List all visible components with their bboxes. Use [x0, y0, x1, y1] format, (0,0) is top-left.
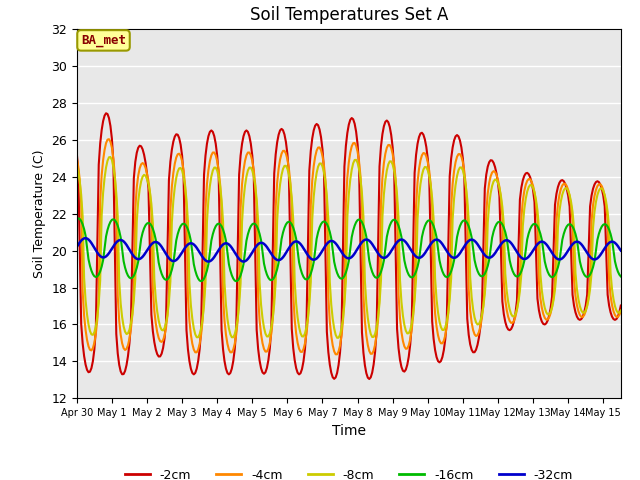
-4cm — [105, 136, 113, 142]
-16cm — [222, 238, 230, 243]
-4cm — [162, 325, 170, 331]
-16cm — [165, 275, 173, 280]
-4cm — [572, 293, 579, 299]
-16cm — [617, 274, 625, 279]
-32cm — [162, 251, 170, 257]
-32cm — [100, 254, 108, 260]
Line: -2cm: -2cm — [77, 113, 621, 379]
-4cm — [165, 290, 173, 296]
-2cm — [617, 303, 625, 309]
-2cm — [73, 150, 81, 156]
-8cm — [107, 154, 115, 160]
-16cm — [74, 216, 82, 221]
-8cm — [73, 164, 81, 169]
Text: BA_met: BA_met — [81, 34, 126, 47]
-2cm — [365, 376, 373, 382]
Title: Soil Temperatures Set A: Soil Temperatures Set A — [250, 6, 448, 24]
Legend: -2cm, -4cm, -8cm, -16cm, -32cm: -2cm, -4cm, -8cm, -16cm, -32cm — [120, 464, 578, 480]
-4cm — [617, 308, 625, 314]
-16cm — [73, 216, 81, 222]
Y-axis label: Soil Temperature (C): Soil Temperature (C) — [33, 149, 45, 278]
-32cm — [165, 255, 173, 261]
-8cm — [572, 270, 579, 276]
-8cm — [99, 190, 107, 195]
-2cm — [162, 319, 170, 325]
X-axis label: Time: Time — [332, 424, 366, 438]
-8cm — [333, 335, 341, 341]
-2cm — [165, 177, 173, 183]
-4cm — [333, 351, 341, 357]
-16cm — [197, 278, 205, 284]
-16cm — [612, 264, 620, 270]
-2cm — [612, 316, 620, 322]
-8cm — [617, 308, 625, 313]
-4cm — [612, 314, 620, 320]
Line: -8cm: -8cm — [77, 157, 621, 338]
-8cm — [221, 280, 228, 286]
-32cm — [572, 239, 579, 245]
-16cm — [572, 231, 579, 237]
-4cm — [73, 155, 81, 161]
-4cm — [99, 157, 107, 163]
-16cm — [162, 277, 170, 283]
-2cm — [99, 118, 107, 124]
Line: -32cm: -32cm — [77, 238, 621, 262]
-8cm — [165, 299, 173, 305]
-32cm — [82, 235, 90, 241]
-8cm — [612, 308, 620, 313]
-32cm — [205, 259, 212, 264]
-2cm — [221, 358, 228, 364]
-32cm — [617, 248, 625, 253]
Line: -16cm: -16cm — [77, 218, 621, 281]
-32cm — [73, 244, 81, 250]
-16cm — [100, 245, 108, 251]
-8cm — [162, 320, 170, 326]
-32cm — [612, 241, 620, 247]
-32cm — [222, 240, 230, 246]
Line: -4cm: -4cm — [77, 139, 621, 354]
-4cm — [221, 318, 228, 324]
-2cm — [102, 110, 110, 116]
-2cm — [572, 310, 579, 315]
